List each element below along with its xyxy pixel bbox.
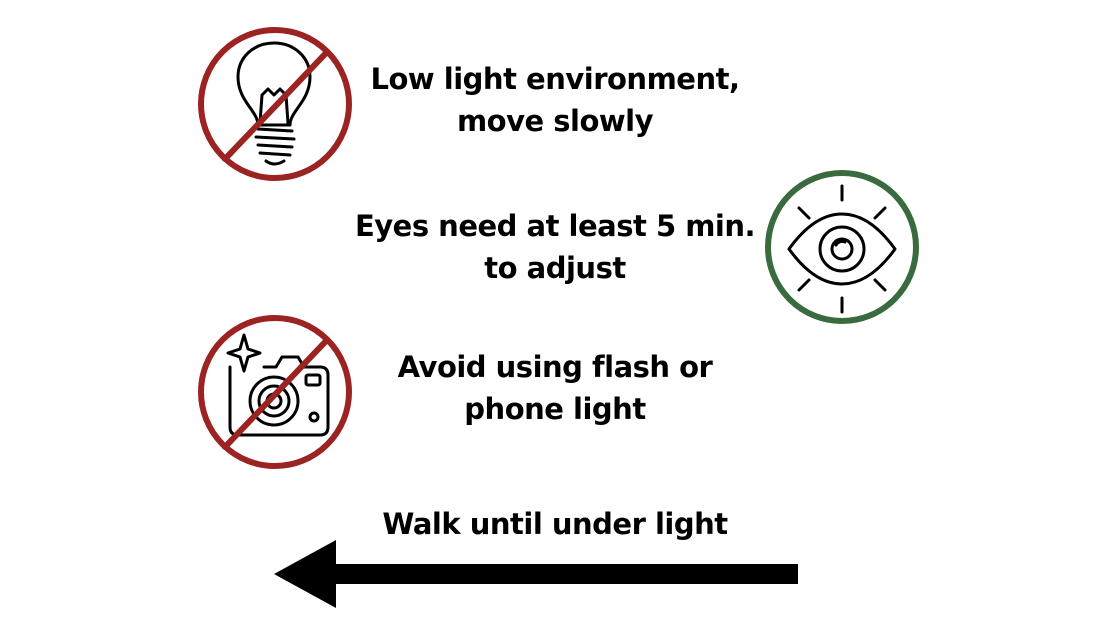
caption-line: Walk until under light <box>382 507 728 541</box>
caption-walk-direction: Walk until under light <box>345 503 765 545</box>
left-arrow-icon <box>274 540 798 608</box>
caption-line: move slowly <box>456 104 654 138</box>
caption-eyes-adjust: Eyes need at least 5 min. to adjust <box>335 205 775 289</box>
caption-line: phone light <box>464 392 646 426</box>
eye-icon <box>765 170 919 324</box>
caption-line: Eyes need at least 5 min. <box>354 209 756 243</box>
caption-line: to adjust <box>484 251 626 285</box>
caption-low-light: Low light environment, move slowly <box>345 58 765 142</box>
caption-avoid-flash: Avoid using flash or phone light <box>345 346 765 430</box>
caption-line: Low light environment, <box>370 62 740 96</box>
caption-line: Avoid using flash or <box>397 350 713 384</box>
no-camera-flash-icon <box>198 315 352 469</box>
no-light-bulb-icon <box>198 27 352 181</box>
